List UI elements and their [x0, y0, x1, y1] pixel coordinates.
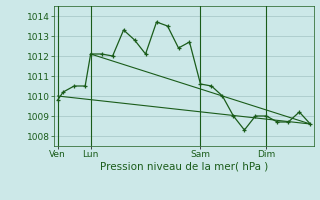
- X-axis label: Pression niveau de la mer( hPa ): Pression niveau de la mer( hPa ): [100, 162, 268, 172]
